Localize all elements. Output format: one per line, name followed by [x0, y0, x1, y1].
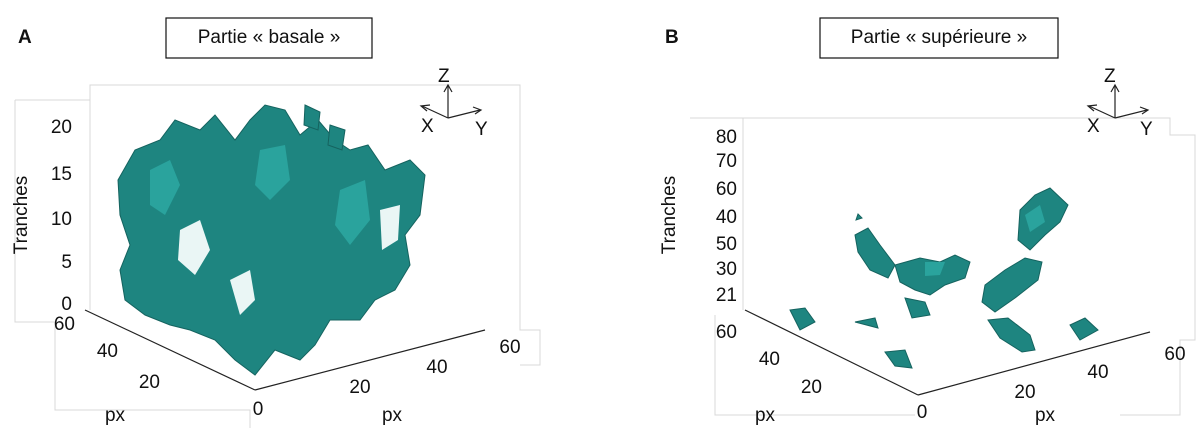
z-tick-label: 50: [716, 234, 737, 255]
right-tick-label: 20: [1014, 382, 1035, 403]
z-axis-label: Tranches: [11, 176, 32, 255]
triad-label: Z: [1104, 66, 1116, 87]
right-axis-label: px: [382, 405, 403, 426]
left-tick-label: 60: [54, 314, 75, 335]
triad-label: Y: [1140, 119, 1153, 140]
panel-label: B: [665, 27, 679, 48]
panel-title: Partie « basale »: [198, 27, 341, 48]
triad-label: Y: [475, 119, 488, 140]
triad-label: X: [421, 116, 434, 137]
title-box: [165, 17, 373, 59]
right-tick-label: 40: [426, 357, 447, 378]
right-tick-label: 40: [1087, 362, 1108, 383]
right-tick-label: 0: [253, 399, 264, 420]
left-tick-label: 60: [716, 322, 737, 343]
z-tick-label: 40: [716, 207, 737, 228]
z-tick-label: 5: [61, 252, 72, 273]
triad-label: X: [1087, 116, 1100, 137]
z-tick-label: 30: [716, 259, 737, 280]
panel-a-graphics: [14, 83, 541, 428]
right-tick-label: 20: [349, 377, 370, 398]
panel-b-graphics: [690, 83, 1196, 416]
z-tick-label: 0: [61, 294, 72, 315]
left-axis-label: px: [755, 405, 776, 426]
right-tick-label: 60: [1164, 344, 1185, 365]
z-tick-label: 60: [716, 179, 737, 200]
isosurface: [789, 187, 1099, 369]
left-tick-label: 20: [801, 377, 822, 398]
z-tick-label: 10: [51, 209, 72, 230]
right-tick-label: 60: [499, 337, 520, 358]
z-axis-label: Tranches: [659, 176, 680, 255]
right-axis-label: px: [1035, 405, 1056, 426]
z-tick-label: 15: [51, 164, 72, 185]
left-tick-label: 20: [139, 372, 160, 393]
panel-title: Partie « supérieure »: [851, 27, 1027, 48]
z-tick-label: 20: [51, 117, 72, 138]
triad-a: [419, 83, 483, 119]
right-tick-label: 0: [917, 402, 928, 423]
left-tick-label: 40: [97, 341, 118, 362]
isosurface: [117, 104, 426, 376]
z-tick-label: 80: [716, 127, 737, 148]
left-axis-label: px: [105, 405, 126, 426]
triad-label: Z: [438, 66, 450, 87]
panel-label: A: [18, 27, 32, 48]
z-tick-label: 21: [716, 285, 737, 306]
title-box: [819, 17, 1059, 59]
triad-b: [1086, 83, 1150, 119]
z-tick-label: 70: [716, 151, 737, 172]
left-tick-label: 40: [759, 349, 780, 370]
